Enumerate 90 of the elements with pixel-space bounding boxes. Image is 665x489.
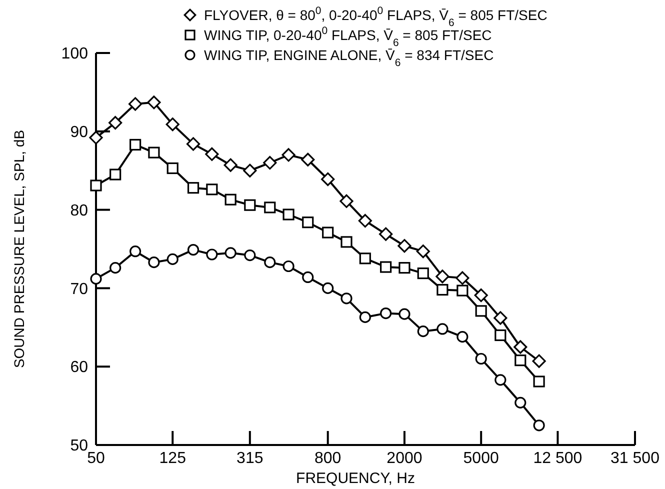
point (302, 271, 314, 284)
point (340, 194, 354, 208)
point (340, 236, 352, 248)
point (417, 326, 429, 338)
y-tick-label: 70 (70, 280, 88, 298)
x-tick-label: 50 (87, 450, 105, 467)
y-tick-label: 60 (70, 359, 88, 376)
y-tick-label: 80 (70, 202, 88, 220)
point (340, 292, 352, 304)
legend-label: WING TIP, 0-20-40$^{0}$ FLAPS, V̄$_{6}$ = 805 FT/SEC (204, 25, 492, 49)
point (90, 180, 102, 192)
point (533, 376, 545, 388)
point (416, 244, 430, 258)
x-tick-label: 12 500 (533, 450, 582, 467)
point (282, 260, 294, 272)
point (206, 184, 218, 196)
point (436, 323, 448, 335)
point (475, 352, 487, 365)
legend-label: WING TIP, ENGINE ALONE, V̄$_{6}$ = 834 FT/SEC (204, 47, 494, 69)
point (186, 137, 200, 151)
point (456, 331, 468, 343)
point (494, 311, 508, 325)
x-tick-label: 125 (159, 450, 186, 467)
point (436, 270, 450, 284)
point (108, 116, 122, 130)
y-tick-label: 50 (70, 438, 88, 455)
x-tick-label: 2000 (386, 450, 422, 467)
point (148, 256, 160, 268)
point (321, 172, 335, 186)
point (398, 308, 410, 320)
point (224, 194, 236, 206)
point (514, 340, 528, 354)
point (301, 152, 315, 166)
point (110, 262, 122, 274)
point (532, 354, 546, 368)
y-tick-label: 100 (61, 46, 88, 63)
point (187, 244, 200, 256)
point (322, 282, 334, 294)
point (166, 162, 178, 174)
point (110, 168, 122, 180)
point (166, 253, 178, 265)
point (130, 138, 142, 151)
point (475, 305, 487, 317)
point (436, 284, 448, 296)
x-tick-label: 315 (236, 450, 264, 467)
point (359, 311, 371, 324)
point (264, 202, 276, 214)
x-axis-title: FREQUENCY, Hz (296, 470, 415, 487)
point (166, 118, 180, 132)
y-axis-title: SOUND PRESSURE LEVEL, SPL, dB (11, 130, 27, 368)
point (456, 284, 468, 296)
y-tick-label: 90 (70, 124, 88, 141)
point (205, 147, 219, 161)
point (456, 271, 470, 285)
point (206, 248, 218, 260)
point (379, 227, 393, 241)
point (494, 329, 506, 342)
point (533, 420, 545, 432)
point (398, 262, 410, 274)
point (130, 246, 142, 258)
point (514, 396, 526, 408)
point (224, 247, 236, 259)
point (90, 272, 102, 285)
point (398, 239, 412, 253)
point (380, 261, 392, 273)
point (322, 226, 334, 238)
point (243, 164, 257, 178)
point (187, 182, 200, 194)
point (282, 148, 296, 162)
point (263, 156, 277, 170)
point (302, 216, 314, 228)
point (148, 146, 160, 158)
point (282, 208, 294, 220)
point (244, 249, 256, 262)
point (514, 354, 526, 366)
point (264, 256, 276, 268)
x-tick-label: 800 (314, 450, 342, 467)
point (147, 96, 161, 110)
x-tick-label: 31 500 (610, 450, 660, 467)
point (417, 268, 429, 280)
point (224, 158, 238, 172)
point (128, 97, 142, 111)
point (244, 199, 256, 211)
point (474, 288, 488, 302)
point (359, 252, 371, 264)
point (380, 307, 392, 320)
point (358, 214, 372, 228)
x-tick-label: 5000 (463, 450, 499, 467)
point (494, 374, 506, 386)
point (89, 130, 103, 144)
